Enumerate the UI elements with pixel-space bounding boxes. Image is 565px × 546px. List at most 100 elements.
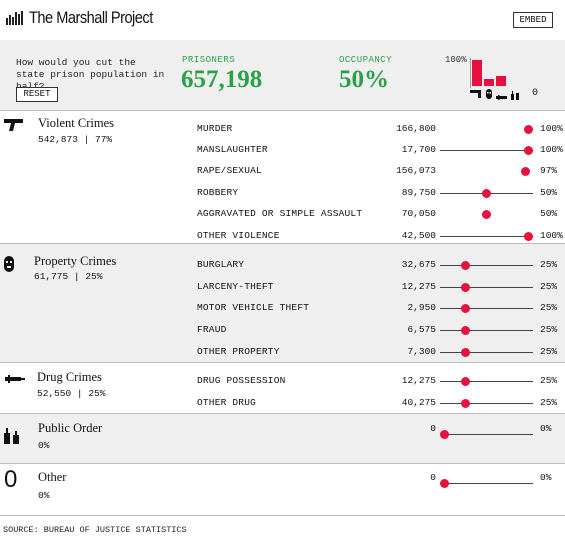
subcategory-percent: 25% bbox=[540, 375, 558, 386]
subcategory-label: BURGLARY bbox=[197, 259, 245, 270]
logo: The Marshall Project bbox=[6, 6, 173, 30]
divider bbox=[0, 463, 565, 464]
ski-mask-icon bbox=[4, 256, 14, 272]
subcategory-label: FRAUD bbox=[197, 324, 227, 335]
subcategory-value: 2,950 bbox=[407, 302, 436, 313]
slider-handle[interactable] bbox=[461, 304, 470, 313]
subcategory-value: 156,073 bbox=[396, 165, 436, 176]
mini-bar bbox=[472, 60, 482, 86]
divider bbox=[0, 243, 565, 244]
subcategory-percent: 25% bbox=[540, 324, 558, 335]
logo-bars-icon bbox=[6, 11, 24, 25]
mini-syringe-icon bbox=[496, 95, 507, 100]
slider-handle[interactable] bbox=[524, 146, 533, 155]
reset-button[interactable]: RESET bbox=[16, 87, 58, 102]
subcategory-percent: 97% bbox=[540, 165, 558, 176]
occupancy-label: OCCUPANCY bbox=[339, 55, 393, 65]
subcategory-value: 12,275 bbox=[401, 375, 436, 386]
slider-handle[interactable] bbox=[440, 479, 449, 488]
slider-handle[interactable] bbox=[461, 326, 470, 335]
subcategory-percent: 100% bbox=[540, 123, 563, 134]
subcategory-label: AGGRAVATED OR SIMPLE ASSAULT bbox=[197, 208, 363, 219]
site-title: The Marshall Project bbox=[29, 8, 153, 27]
slider-handle[interactable] bbox=[482, 189, 491, 198]
category-summary: 61,775 | 25% bbox=[34, 271, 103, 282]
divider bbox=[0, 110, 565, 111]
mini-icons bbox=[470, 89, 519, 100]
slider-track[interactable] bbox=[440, 352, 533, 353]
slider-track[interactable] bbox=[440, 287, 533, 288]
slider-handle[interactable] bbox=[524, 232, 533, 241]
bottles-icon bbox=[4, 428, 19, 444]
slider-track[interactable] bbox=[440, 150, 533, 151]
subcategory-label: MANSLAUGHTER bbox=[197, 144, 268, 155]
slider-handle[interactable] bbox=[440, 430, 449, 439]
category-title: Violent Crimes bbox=[38, 116, 114, 130]
subcategory-value: 40,275 bbox=[401, 397, 436, 408]
embed-button[interactable]: EMBED bbox=[513, 12, 553, 28]
category-summary: 542,873 | 77% bbox=[38, 134, 113, 145]
subcategory-percent: 25% bbox=[540, 281, 558, 292]
subcategory-label: RAPE/SEXUAL bbox=[197, 165, 262, 176]
slider-track[interactable] bbox=[440, 403, 533, 404]
slider-track[interactable] bbox=[440, 236, 533, 237]
subcategory-value: 17,700 bbox=[401, 144, 436, 155]
question-text: How would you cut the state prison popul… bbox=[16, 57, 165, 92]
slider-track[interactable] bbox=[440, 265, 533, 266]
slider-track[interactable] bbox=[440, 308, 533, 309]
subcategory-percent: 100% bbox=[540, 144, 563, 155]
subcategory-value: 12,275 bbox=[401, 281, 436, 292]
slider-handle[interactable] bbox=[461, 348, 470, 357]
category-title: Public Order bbox=[38, 421, 103, 435]
slider-handle[interactable] bbox=[461, 399, 470, 408]
divider bbox=[0, 515, 565, 516]
public-order-region bbox=[0, 414, 565, 463]
divider bbox=[0, 362, 565, 363]
subcategory-label: OTHER PROPERTY bbox=[197, 346, 280, 357]
subcategory-value: 70,050 bbox=[401, 208, 436, 219]
subcategory-value: 32,675 bbox=[401, 259, 436, 270]
slider-track[interactable] bbox=[440, 483, 533, 484]
mini-bottles-icon bbox=[511, 91, 519, 100]
slider-handle[interactable] bbox=[524, 125, 533, 134]
category-title: Property Crimes bbox=[34, 254, 117, 268]
mini-chart-100-label: 100% bbox=[445, 55, 467, 65]
mini-gun-icon bbox=[470, 90, 481, 98]
subcategory-percent: 50% bbox=[540, 187, 558, 198]
prisoners-label: PRISONERS bbox=[182, 55, 236, 65]
category-summary: 0% bbox=[38, 490, 50, 501]
mini-zero-label: 0 bbox=[532, 88, 539, 99]
subcategory-percent: 0% bbox=[540, 423, 552, 434]
syringe-icon bbox=[5, 375, 25, 383]
subcategory-label: ROBBERY bbox=[197, 187, 239, 198]
subcategory-label: MURDER bbox=[197, 123, 233, 134]
mini-ski-mask-icon bbox=[486, 89, 492, 99]
mini-bar bbox=[496, 76, 506, 86]
category-title: Drug Crimes bbox=[37, 370, 102, 384]
subcategory-label: LARCENY-THEFT bbox=[197, 281, 274, 292]
subcategory-percent: 25% bbox=[540, 346, 558, 357]
mini-bar bbox=[484, 79, 494, 86]
subcategory-percent: 50% bbox=[540, 208, 558, 219]
subcategory-value: 7,300 bbox=[407, 346, 436, 357]
slider-handle[interactable] bbox=[461, 283, 470, 292]
slider-track[interactable] bbox=[440, 381, 533, 382]
slider-track[interactable] bbox=[440, 330, 533, 331]
subcategory-label: OTHER VIOLENCE bbox=[197, 230, 280, 241]
slider-track[interactable] bbox=[440, 434, 533, 435]
slider-handle[interactable] bbox=[521, 167, 530, 176]
subcategory-value: 89,750 bbox=[401, 187, 436, 198]
slider-handle[interactable] bbox=[461, 377, 470, 386]
slider-handle[interactable] bbox=[482, 210, 491, 219]
subcategory-label: OTHER DRUG bbox=[197, 397, 257, 408]
prisoners-value: 657,198 bbox=[181, 66, 263, 93]
source-note: SOURCE: BUREAU OF JUSTICE STATISTICS bbox=[3, 525, 187, 535]
slider-handle[interactable] bbox=[461, 261, 470, 270]
subcategory-label: MOTOR VEHICLE THEFT bbox=[197, 302, 310, 313]
subcategory-value: 0 bbox=[430, 423, 436, 434]
subcategory-percent: 25% bbox=[540, 259, 558, 270]
subcategory-percent: 100% bbox=[540, 230, 563, 241]
subcategory-percent: 25% bbox=[540, 397, 558, 408]
property-region bbox=[0, 244, 565, 362]
subcategory-percent: 25% bbox=[540, 302, 558, 313]
